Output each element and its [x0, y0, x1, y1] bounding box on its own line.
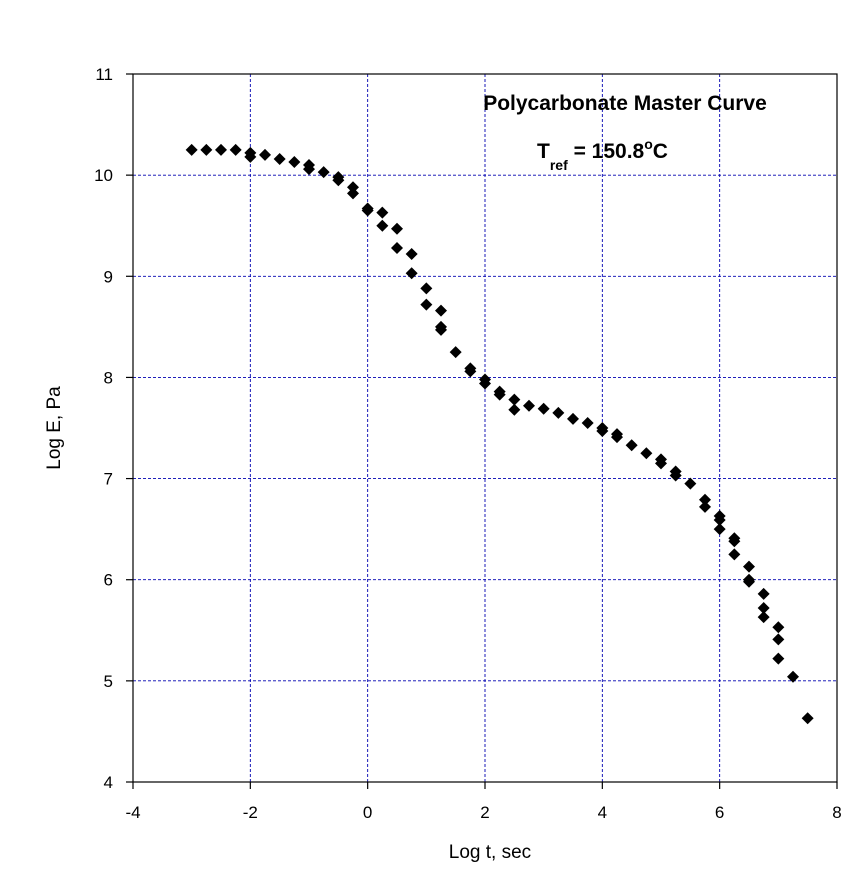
tick-layer — [126, 73, 838, 789]
x-tick-label: 0 — [363, 803, 372, 822]
data-point — [361, 204, 374, 217]
data-point — [288, 155, 301, 168]
y-tick-label: 10 — [94, 166, 113, 185]
data-point — [317, 166, 330, 179]
x-tick-label: -2 — [243, 803, 258, 822]
data-point — [273, 152, 286, 165]
tref-symbol: T — [537, 140, 550, 163]
data-point — [376, 206, 389, 219]
x-axis-title: Log t, sec — [449, 842, 531, 863]
data-point — [728, 548, 741, 561]
y-tick-label: 9 — [104, 267, 113, 286]
x-tick-label: 4 — [598, 803, 607, 822]
data-point — [772, 633, 785, 646]
x-tick-label: -4 — [125, 803, 140, 822]
data-point — [699, 500, 711, 513]
data-point — [640, 447, 653, 460]
data-point — [787, 670, 799, 683]
data-point — [391, 222, 403, 235]
data-point — [479, 377, 491, 390]
tref-unit: C — [653, 140, 668, 163]
data-point — [684, 477, 697, 490]
data-point — [244, 150, 257, 163]
data-point — [435, 304, 447, 317]
data-point — [229, 143, 242, 156]
data-point — [743, 560, 755, 573]
grid-layer — [133, 74, 837, 782]
data-point — [699, 493, 711, 506]
data-point — [508, 403, 521, 416]
data-point — [669, 469, 682, 482]
data-point — [743, 575, 755, 588]
data-point — [772, 652, 785, 665]
data-point — [420, 298, 433, 311]
data-point — [728, 535, 741, 548]
data-point — [259, 148, 271, 161]
data-point — [347, 181, 359, 194]
data-point — [376, 219, 389, 232]
data-point — [493, 388, 506, 401]
data-point — [611, 431, 623, 444]
data-point — [713, 523, 726, 536]
data-point — [757, 611, 770, 624]
data-point — [332, 174, 345, 187]
y-tick-label: 8 — [104, 368, 113, 387]
data-point — [713, 514, 726, 527]
y-tick-label: 5 — [104, 672, 113, 691]
x-tick-labels: -4 -2 0 2 4 6 8 — [125, 803, 841, 822]
data-point — [200, 143, 213, 156]
data-point — [757, 587, 770, 600]
data-point — [185, 143, 198, 156]
data-point — [303, 163, 315, 176]
data-point — [655, 457, 667, 470]
y-tick-label: 4 — [104, 773, 113, 792]
data-point — [420, 282, 433, 295]
data-point — [625, 439, 638, 452]
tref-value: = 150.8 — [568, 140, 645, 163]
x-tick-label: 2 — [480, 803, 489, 822]
data-point — [523, 399, 535, 412]
data-point — [801, 712, 814, 725]
data-points — [185, 143, 814, 725]
data-point — [581, 416, 594, 429]
y-tick-label: 6 — [104, 571, 113, 590]
data-point — [405, 248, 418, 261]
data-point — [347, 187, 359, 200]
degree-superscript: o — [644, 136, 653, 152]
data-point — [772, 621, 785, 634]
x-tick-label: 8 — [832, 803, 841, 822]
tref-subscript: ref — [550, 157, 568, 173]
data-point — [391, 241, 403, 254]
y-tick-label: 7 — [104, 470, 113, 489]
data-point — [215, 143, 227, 156]
data-point — [552, 406, 565, 419]
data-point — [537, 402, 550, 415]
chart-title: Polycarbonate Master Curve — [483, 92, 767, 115]
data-point — [464, 365, 477, 378]
chart-subtitle: Tref = 150.8oC — [537, 136, 668, 173]
data-point — [405, 267, 418, 280]
data-point — [596, 425, 609, 438]
x-tick-label: 6 — [715, 803, 724, 822]
data-point — [508, 393, 521, 406]
data-point — [567, 412, 579, 425]
data-point — [449, 346, 462, 359]
y-tick-labels: 4 5 6 7 8 9 10 11 — [94, 65, 113, 792]
data-point — [435, 323, 447, 336]
data-point — [757, 602, 770, 615]
y-axis-title: Log E, Pa — [44, 386, 65, 470]
y-tick-label: 11 — [95, 65, 113, 84]
